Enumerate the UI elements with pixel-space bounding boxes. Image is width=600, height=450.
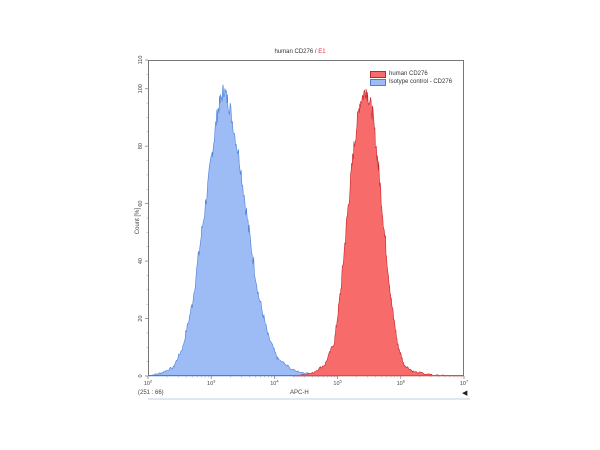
x-tick-label: 107 [460, 379, 469, 388]
y-tick-label: 110 [138, 56, 144, 65]
y-tick-label: 0 [138, 374, 144, 377]
status-bar [148, 398, 470, 400]
histogram-human-cd276 [292, 88, 464, 377]
y-tick-label: 80 [138, 143, 144, 149]
x-tick-label: 103 [207, 379, 216, 388]
legend-item-isotype: Isotype control - CD276 [370, 78, 452, 86]
x-tick-label: 102 [144, 379, 153, 388]
chart-title: human CD276 / E1 [274, 49, 326, 55]
legend-swatch [370, 70, 386, 78]
plot-frame [148, 60, 464, 376]
y-tick-label: 40 [138, 258, 144, 264]
legend-swatch [370, 78, 386, 86]
y-tick-label: 60 [138, 201, 144, 207]
y-tick-label: 100 [138, 84, 144, 93]
y-axis-label: Count [%] [135, 207, 141, 235]
sample-name: human CD276 [274, 49, 314, 55]
x-tick-label: 105 [333, 379, 342, 388]
legend: human CD276 Isotype control - CD276 [370, 70, 452, 86]
gate-name: E1 [318, 49, 326, 55]
y-tick-label: 20 [138, 315, 144, 321]
cursor-coordinates: (251 : 66) [138, 390, 164, 396]
x-axis-label: APC-H [290, 390, 309, 396]
histogram-isotype-control-cd276 [147, 84, 339, 377]
x-tick-label: 104 [270, 379, 279, 388]
x-tick-label: 106 [397, 379, 406, 388]
collapse-arrow-icon[interactable]: ◀ [462, 390, 468, 397]
legend-item-cd276: human CD276 [370, 70, 452, 78]
